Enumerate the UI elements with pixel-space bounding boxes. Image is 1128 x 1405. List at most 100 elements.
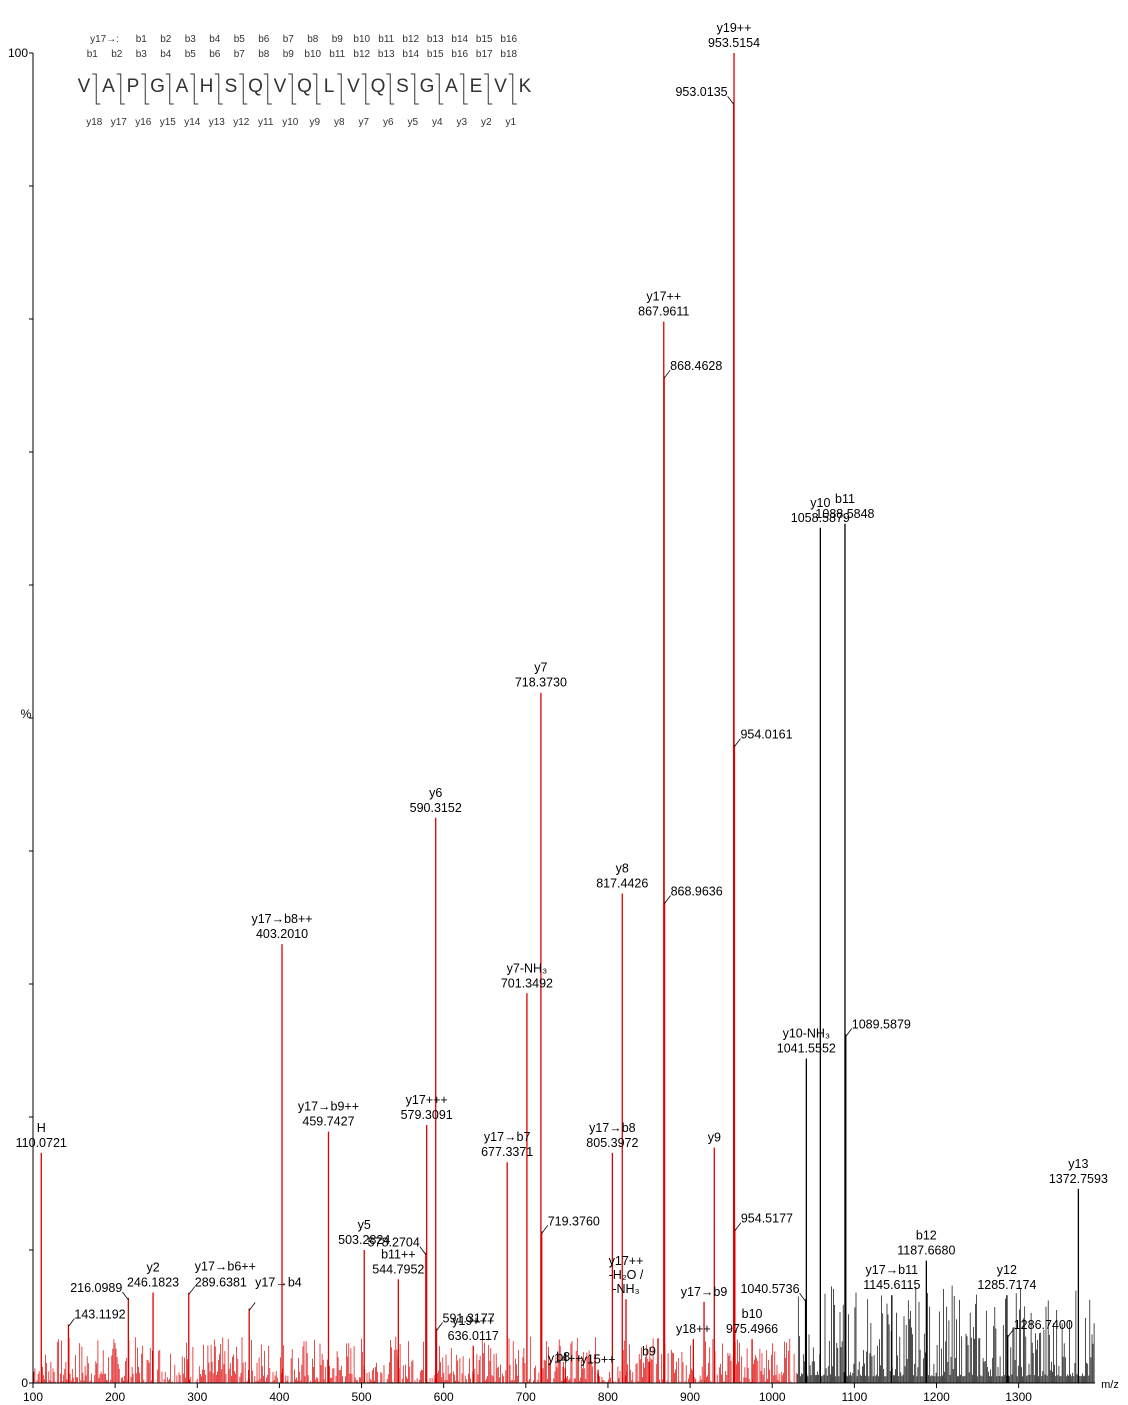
peak-ion-label: y10-NH₃ [783, 1026, 830, 1040]
b-ion-label: b12 [353, 49, 370, 60]
y17-b-ion-label: b3 [185, 34, 197, 45]
b-ion-label: b14 [402, 49, 419, 60]
b-ion-label: b18 [500, 49, 517, 60]
y-ion-label: y13 [209, 117, 226, 128]
fragment-bracket [165, 73, 174, 105]
fragment-bracket [263, 73, 272, 105]
peak-ion-label: y9 [708, 1131, 721, 1145]
peak-mz-label: 817.4426 [596, 877, 648, 891]
label-leader [419, 1246, 427, 1255]
x-axis-label: m/z [1101, 1379, 1119, 1391]
sequence-residue: V [347, 76, 360, 97]
peak-ion-label: b11++ [381, 1247, 416, 1261]
peak-ion-label: -H₂O / [609, 1268, 644, 1282]
y-ion-label: y18 [86, 117, 103, 128]
sequence-residue: A [176, 76, 189, 97]
peak-mz-label: 805.3972 [586, 1136, 638, 1150]
peak-mz-label: 867.9611 [638, 305, 689, 319]
y-ion-label: y7 [358, 117, 369, 128]
peak-ion-label: b9 [642, 1345, 656, 1359]
peak-ion-label: y19+++ [452, 1314, 494, 1328]
peak-ion-label: y17++ [646, 290, 681, 304]
y17-b-ion-label: b16 [500, 34, 517, 45]
y17-b-ion-label: b8 [307, 34, 319, 45]
y-ion-label: y10 [282, 117, 299, 128]
peak-mz-label: 1089.5879 [852, 1018, 911, 1032]
sequence-residue: A [445, 76, 458, 97]
label-leader [845, 1028, 853, 1037]
y-tick-label: 0 [21, 1376, 28, 1390]
peak-mz-label: 1041.5552 [777, 1041, 836, 1055]
peak-ion-label: b11 [835, 492, 855, 506]
y17-b-ion-label: b10 [353, 34, 370, 45]
sequence-residue: E [470, 76, 483, 97]
label-leader [1007, 1328, 1015, 1338]
y17-b-ion-label: b14 [451, 34, 468, 45]
peak-ion-label: -NH₃ [612, 1282, 639, 1296]
sequence-residue: S [396, 76, 409, 97]
b-ion-label: b5 [185, 49, 197, 60]
x-tick-label: 1000 [759, 1390, 786, 1404]
b-ion-label: b9 [283, 49, 295, 60]
sequence-residue: G [420, 76, 435, 97]
peak-ion-label: y17++ [609, 1254, 644, 1268]
y17-b-ion-label: b5 [234, 34, 246, 45]
fragment-bracket [410, 73, 419, 105]
peak-mz-label: 1285.7174 [977, 1278, 1036, 1292]
peak-mz-label: 953.0135 [675, 85, 727, 99]
y-ion-label: y5 [407, 117, 418, 128]
sequence-residue: K [519, 76, 532, 97]
sequence-diagram: V A P G A H S Q V Q L V Q S G A E V Kb1y18b2y17b3y16b4y15b… [78, 34, 532, 128]
peak-mz-label: 953.5154 [708, 36, 760, 50]
peak-ion-label: b12 [916, 1229, 937, 1243]
x-tick-label: 1300 [1005, 1390, 1032, 1404]
b-ion-label: b6 [209, 49, 221, 60]
b-ion-label: b13 [378, 49, 395, 60]
peak-ion-label: y19++ [717, 21, 752, 35]
fragment-bracket [116, 73, 125, 105]
fragment-bracket [459, 73, 468, 105]
peak-ion-label: y5 [358, 1218, 371, 1232]
label-leader [68, 1318, 75, 1327]
peak-ion-label: y18++ [676, 1322, 711, 1336]
peak-ion-label: y7 [534, 661, 547, 675]
x-tick-label: 300 [187, 1390, 207, 1404]
label-leader [663, 369, 671, 379]
sequence-residue: A [102, 76, 115, 97]
x-tick-label: 400 [269, 1390, 289, 1404]
y-ion-label: y6 [383, 117, 394, 128]
peak-ion-label: y17→b8 [589, 1121, 636, 1135]
y17-b-ion-label: b11 [378, 34, 394, 45]
x-tick-label: 1200 [923, 1390, 950, 1404]
y-ion-label: y12 [233, 117, 250, 128]
peak-mz-label: 579.3091 [401, 1108, 453, 1122]
y17-b-ion-label: b7 [283, 34, 295, 45]
fragment-bracket [386, 73, 395, 105]
peak-ion-label: y6 [429, 786, 442, 800]
peak-mz-label: 110.0721 [16, 1136, 67, 1150]
fragment-bracket [92, 73, 101, 105]
b-ion-label: b3 [136, 49, 148, 60]
peak-mz-label: 677.3371 [481, 1145, 533, 1159]
b-ion-label: b2 [111, 49, 123, 60]
label-leader [734, 738, 741, 747]
peak-ion-label: b10 [742, 1307, 763, 1321]
b-ion-label: b7 [234, 49, 246, 60]
peak-ion-label: b8 [556, 1350, 570, 1364]
noise-baseline [33, 1285, 1095, 1383]
peak-layer [40, 53, 1080, 1383]
y-ion-label: y1 [505, 117, 516, 128]
peak-mz-label: 975.4966 [726, 1322, 778, 1336]
peak-mz-label: 1372.7593 [1049, 1172, 1108, 1186]
y-ion-label: y14 [184, 117, 201, 128]
sequence-residue: V [494, 76, 507, 97]
y-ion-label: y2 [481, 117, 492, 128]
sequence-residue: G [150, 76, 165, 97]
sequence-residue: V [78, 76, 91, 97]
peak-ion-label: y14++ [548, 1351, 583, 1365]
y-ion-label: y9 [309, 117, 320, 128]
x-tick-label: 600 [434, 1390, 454, 1404]
sequence-residue: L [324, 76, 335, 97]
